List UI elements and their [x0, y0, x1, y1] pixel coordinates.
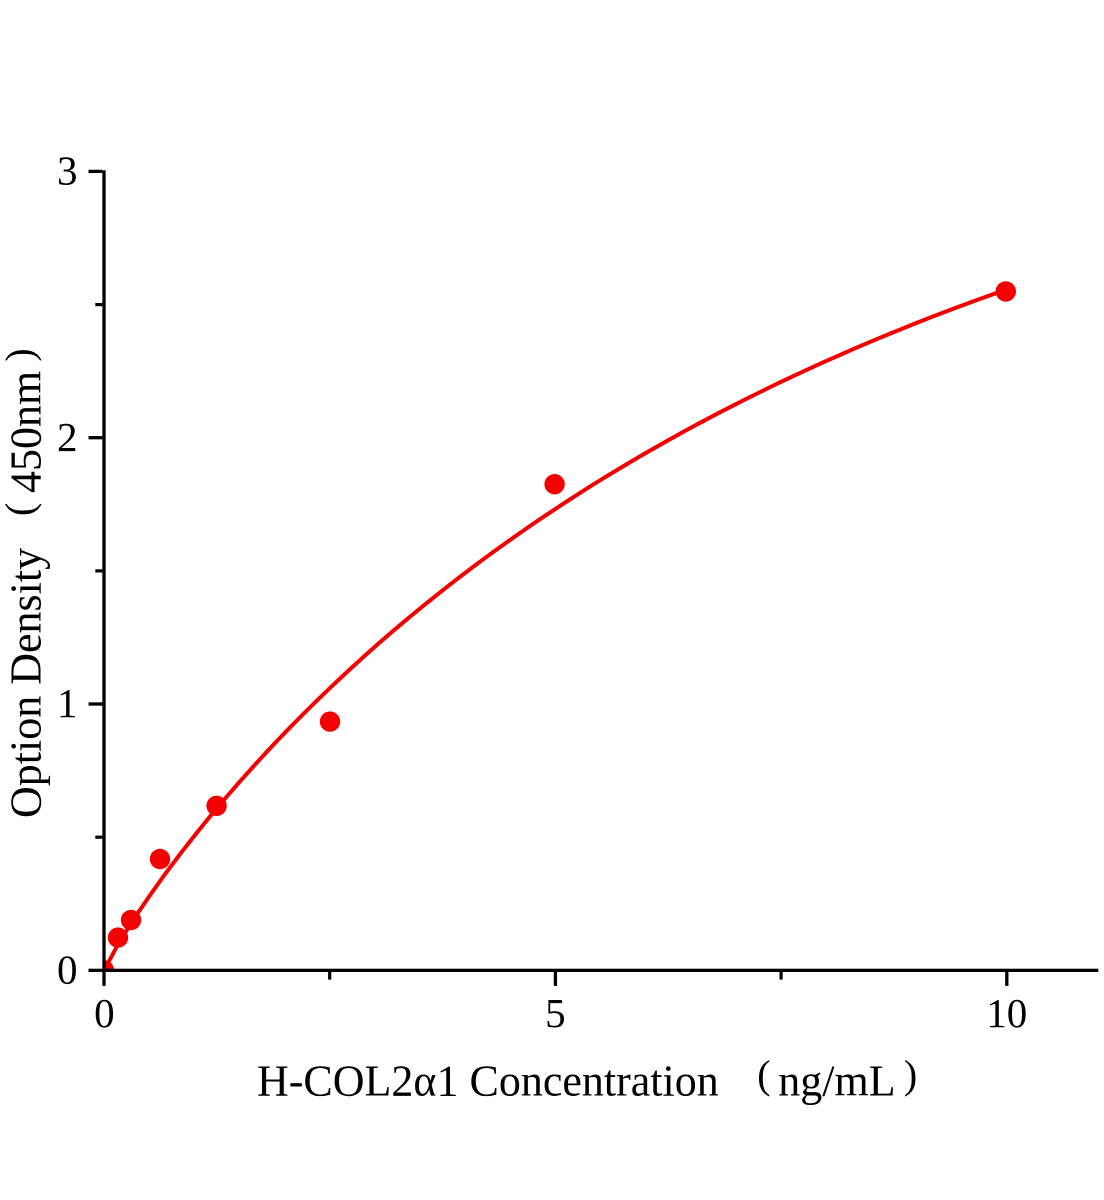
- svg-text:ng/mL: ng/mL: [778, 1057, 895, 1106]
- svg-text:5: 5: [545, 990, 566, 1036]
- svg-text:H-COL2α1 Concentration: H-COL2α1 Concentration: [257, 1057, 719, 1106]
- svg-text:): ): [0, 348, 42, 361]
- svg-text:Option Density: Option Density: [2, 548, 51, 818]
- svg-text:(: (: [757, 1052, 770, 1097]
- svg-text:3: 3: [57, 148, 78, 194]
- svg-text:1: 1: [57, 680, 78, 726]
- svg-text:(: (: [0, 503, 42, 516]
- svg-text:10: 10: [986, 990, 1027, 1036]
- svg-text:): ): [904, 1052, 917, 1097]
- svg-text:450nm: 450nm: [2, 371, 51, 493]
- svg-text:0: 0: [94, 990, 115, 1036]
- svg-text:2: 2: [57, 414, 78, 460]
- svg-text:0: 0: [57, 947, 78, 993]
